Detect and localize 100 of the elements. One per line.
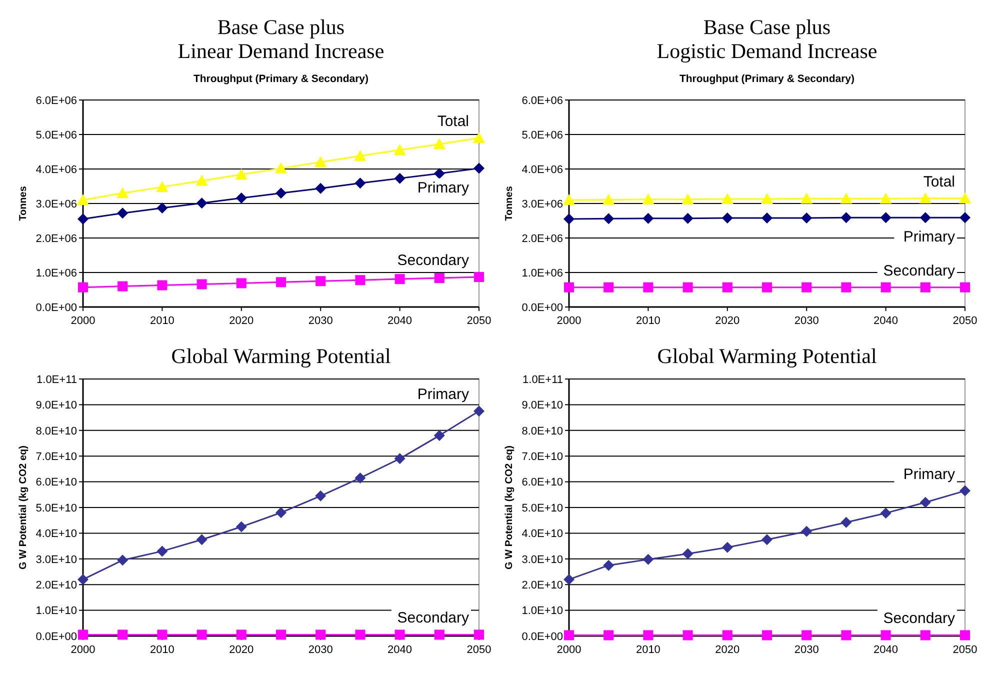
x-tick-label: 2020 [715,644,740,656]
point [474,162,484,174]
series-label: Primary [417,386,470,404]
y-tick-label: 9.0E+10 [522,400,563,412]
x-tick-label: 2030 [308,644,333,656]
y-tick-label: 0.0E+00 [522,302,563,314]
point [564,574,574,585]
y-tick-label: 6.0E+10 [36,476,77,489]
point [118,630,128,640]
x-tick-label: 2030 [794,315,819,327]
point [762,534,772,546]
y-tick-label: 8.0E+10 [36,425,77,438]
point [762,282,772,292]
y-tick-label: 5.0E+06 [36,129,77,142]
y-tick-label: 7.0E+10 [522,450,563,463]
point [642,212,654,224]
x-tick-label: 2050 [952,644,978,656]
y-tick-label: 0.0E+00 [36,630,77,643]
y-tick-label: 4.0E+10 [522,528,563,540]
y-tick-label: 4.0E+06 [36,164,77,176]
point [355,275,366,286]
point [919,192,932,204]
point [920,496,931,508]
point [604,282,614,292]
point [880,212,892,224]
point [474,630,484,640]
x-tick-label: 2000 [70,315,96,327]
point [394,453,406,464]
point [236,630,246,640]
point [722,212,733,224]
point [394,630,405,640]
series-label: Primary [417,179,470,196]
point [196,198,208,209]
y-tick-label: 9.0E+10 [36,400,77,412]
series-label: Total [437,112,469,130]
y-axis-title: G W Potential (kg CO2 eq) [18,446,29,570]
point [841,282,852,292]
point [236,521,247,532]
x-tick-label: 2050 [952,315,978,327]
y-tick-label: 6.0E+10 [522,476,563,489]
series-label: Total [923,173,955,190]
point [602,194,615,205]
point [682,193,694,204]
point [156,546,168,557]
point [960,212,970,224]
point [78,214,88,225]
point [840,516,852,528]
point [682,630,693,640]
point [880,508,892,519]
x-tick-label: 2040 [388,644,412,656]
point [354,150,366,161]
point [196,279,207,290]
point [316,630,326,640]
y-tick-label: 5.0E+06 [522,129,563,142]
point [354,178,366,189]
point [276,277,286,288]
point [275,162,287,174]
point [800,192,813,204]
point [276,507,286,518]
x-tick-label: 2020 [229,315,254,327]
point [394,274,405,284]
y-tick-label: 1.0E+06 [36,267,77,280]
y-tick-label: 0.0E+00 [36,302,77,314]
x-tick-label: 2010 [636,644,660,656]
point [722,542,733,553]
point [473,132,485,143]
chart-title: Global Warming Potential [171,344,391,368]
y-axis-title: G W Potential (kg CO2 eq) [504,446,515,570]
y-tick-label: 2.0E+10 [36,579,77,592]
point [960,630,970,640]
x-tick-label: 2040 [388,315,412,327]
y-tick-label: 5.0E+10 [522,502,563,514]
point [721,193,734,204]
point [642,554,654,565]
point [564,282,574,292]
chart-subtitle: Throughput (Primary & Secondary) [193,73,369,85]
point [841,630,852,640]
point [802,282,812,292]
y-tick-label: 5.0E+10 [36,502,77,514]
point [474,272,484,282]
point [643,630,654,640]
point [682,212,694,224]
x-tick-label: 2050 [466,315,492,327]
point [682,282,693,292]
point [762,630,772,640]
y-tick-label: 1.0E+11 [36,374,77,386]
point [434,168,445,179]
x-tick-label: 2000 [556,315,582,327]
y-tick-label: 1.0E+06 [522,267,563,280]
point [880,630,891,640]
point [78,574,88,585]
point [77,194,89,206]
chart-title: Base Case plus Logistic Demand Increase [656,15,878,63]
x-tick-label: 2000 [556,644,582,656]
point [236,278,246,288]
point [157,280,168,290]
point [434,273,444,284]
y-tick-label: 4.0E+10 [36,528,77,540]
point [604,630,614,640]
y-tick-label: 8.0E+10 [522,425,563,438]
